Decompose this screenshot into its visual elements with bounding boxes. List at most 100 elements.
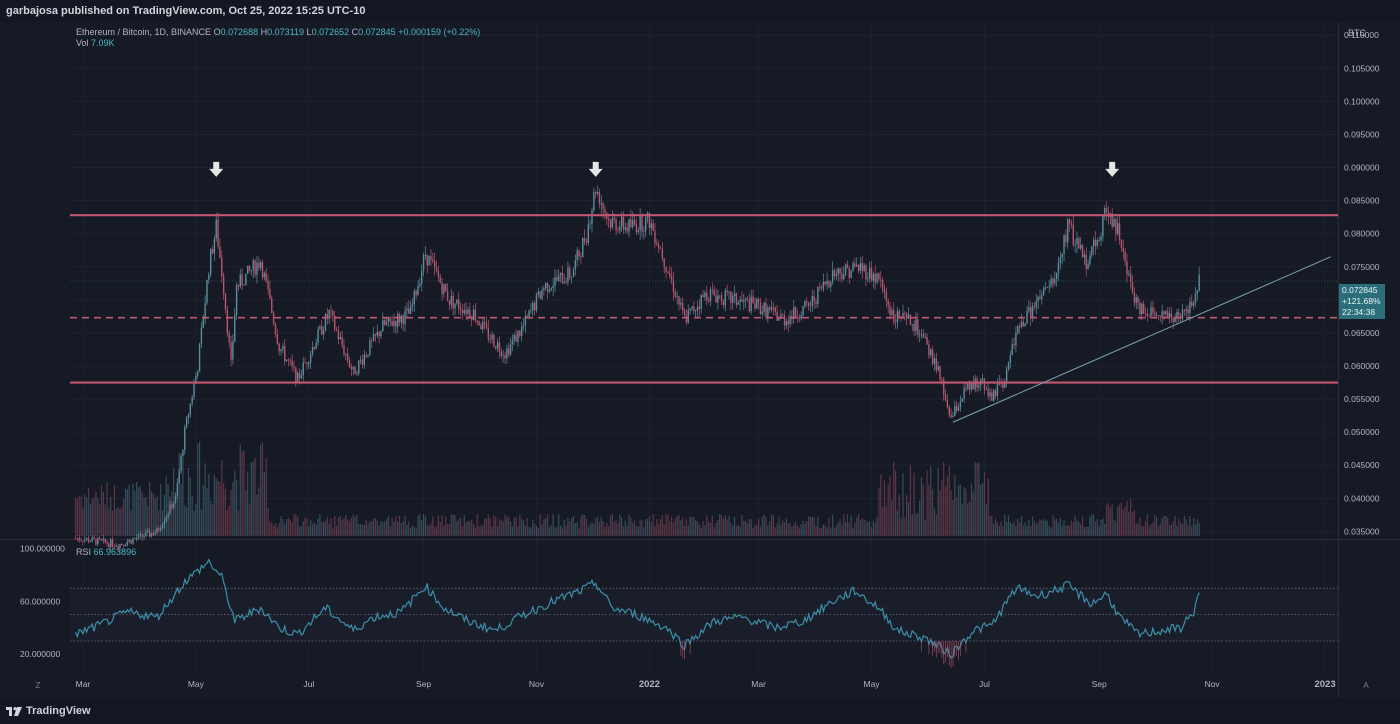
candle-body	[781, 314, 784, 316]
candle-body	[1133, 292, 1136, 303]
candle-body	[80, 540, 82, 542]
candle-body	[739, 299, 741, 303]
volume-bar	[1089, 516, 1091, 536]
candle-body	[983, 378, 986, 390]
volume-bar	[961, 503, 963, 536]
candle-body	[1113, 218, 1115, 227]
candle-body	[513, 335, 515, 341]
candle-body	[508, 348, 510, 355]
auto-scale-button[interactable]: A	[1363, 681, 1369, 690]
volume-bar	[1065, 525, 1067, 536]
candle-body	[317, 329, 319, 343]
volume-bar	[746, 523, 749, 536]
candle-body	[430, 256, 432, 260]
volume-bar	[993, 523, 995, 536]
volume-bar	[195, 504, 197, 536]
volume-bar	[1122, 509, 1124, 536]
volume-bar	[954, 475, 956, 536]
volume-bar	[1126, 500, 1128, 536]
volume-bar	[1031, 516, 1034, 536]
volume-bar	[1054, 519, 1056, 536]
volume-bar	[1030, 525, 1032, 536]
volume-bar	[191, 495, 193, 536]
volume-bar	[1080, 524, 1082, 536]
candle-body	[197, 371, 199, 376]
candle-body	[243, 284, 245, 286]
volume-bar	[839, 518, 841, 536]
zoom-reset-button[interactable]: Z	[35, 681, 41, 690]
candle-body	[496, 342, 499, 349]
candle-body	[780, 314, 782, 318]
down-arrow-icon	[588, 161, 603, 177]
candle-body	[483, 321, 486, 324]
price-tick-label: 0.090000	[1344, 163, 1380, 173]
candle-body	[98, 537, 101, 540]
volume-bar	[689, 516, 691, 536]
volume-bar	[393, 521, 395, 536]
candle-body	[935, 358, 938, 371]
candle-body	[119, 544, 121, 549]
volume-bar	[493, 515, 495, 536]
volume-bar	[389, 526, 391, 536]
volume-bar	[980, 484, 982, 536]
candle-body	[1150, 307, 1152, 317]
volume-bar	[193, 510, 195, 536]
candle-body	[239, 274, 242, 287]
rsi-tick-label: 100.000000	[20, 544, 65, 554]
volume-bar	[360, 524, 362, 536]
volume-bar	[813, 517, 815, 536]
candle-body	[259, 262, 262, 268]
candle-body	[258, 262, 260, 268]
candle-body	[650, 223, 652, 228]
candle-body	[992, 390, 995, 401]
chart-frame[interactable]: BTC 0.110000 0.105000 0.100000 0.095000 0.090…	[0, 22, 1400, 698]
candle-body	[957, 407, 960, 411]
volume-bar	[308, 526, 310, 536]
candle-body	[918, 334, 921, 336]
volume-bar	[628, 514, 630, 536]
volume-bar	[706, 515, 708, 536]
candle-body	[1035, 301, 1037, 307]
volume-bar	[1102, 518, 1104, 536]
volume-bar	[1067, 525, 1069, 536]
candle-body	[113, 546, 116, 548]
candle-body	[672, 279, 675, 293]
volume-bar	[158, 510, 160, 536]
volume-bar	[882, 506, 884, 536]
candle-body	[856, 264, 858, 267]
candle-body	[169, 504, 171, 514]
volume-bar	[410, 527, 412, 536]
volume-bar	[154, 498, 156, 536]
volume-bar	[711, 515, 713, 536]
volume-value: 7.09K	[91, 38, 115, 48]
volume-bar	[648, 516, 650, 536]
candle-body	[1068, 219, 1071, 224]
symbol-name: Ethereum / Bitcoin, 1D, BINANCE	[76, 27, 212, 37]
candle-body	[1142, 303, 1145, 314]
candle-body	[443, 284, 445, 294]
candle-body	[1198, 274, 1200, 291]
candle-body	[996, 384, 999, 397]
volume-bar	[319, 514, 321, 536]
candle-body	[500, 351, 503, 357]
volume-bar	[448, 524, 451, 536]
volume-bar	[904, 517, 906, 536]
candle-body	[482, 321, 484, 330]
volume-bar	[502, 521, 504, 536]
candle-body	[941, 379, 943, 381]
candle-body	[926, 337, 928, 345]
volume-bar	[343, 518, 345, 536]
volume-bar	[841, 524, 843, 536]
candle-body	[282, 346, 284, 350]
candle-body	[1076, 237, 1078, 244]
time-tick-label: 2022	[639, 679, 660, 690]
volume-bar	[1068, 525, 1071, 536]
candle-body	[619, 226, 621, 231]
candle-body	[726, 290, 728, 293]
volume-bar	[776, 523, 778, 536]
candle-body	[587, 224, 590, 243]
candle-body	[741, 299, 743, 302]
candle-body	[132, 538, 134, 544]
volume-bar	[417, 515, 419, 536]
